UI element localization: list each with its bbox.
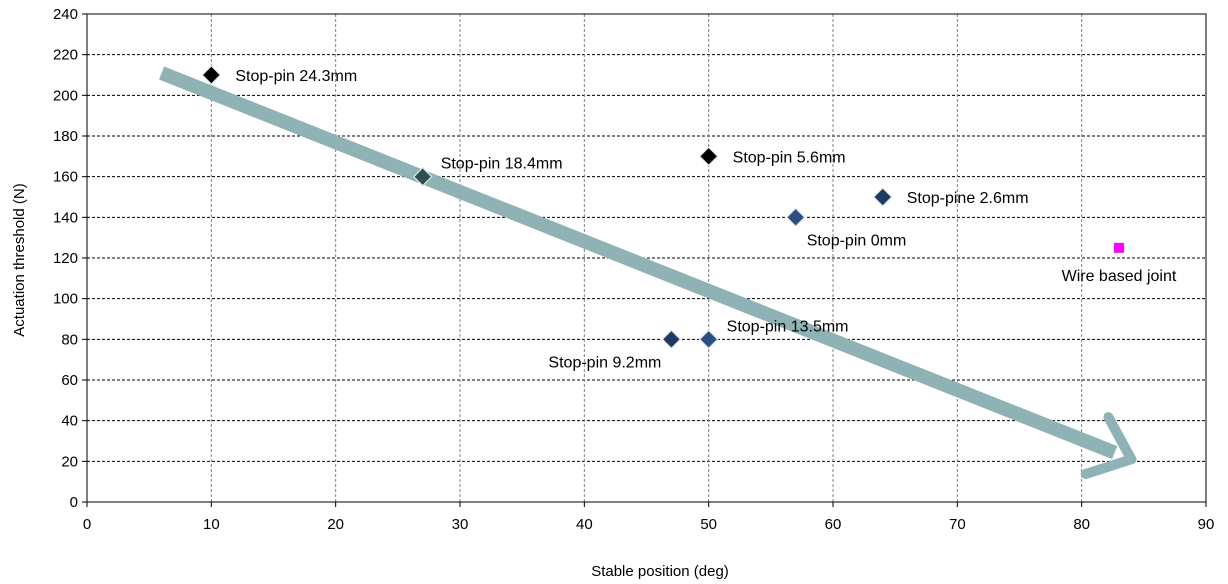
x-tick-label: 40 [576,516,593,533]
y-tick-label: 20 [61,453,78,470]
point-label: Stop-pin 24.3mm [235,68,357,85]
trend-arrow-head [1080,454,1137,480]
y-tick-label: 60 [61,372,78,389]
x-tick-label: 70 [949,516,966,533]
trend-arrow-head [1103,412,1137,465]
x-tick-label: 0 [83,516,91,533]
y-tick-label: 40 [61,413,78,430]
point-label: Stop-pin 0mm [807,232,907,249]
point-label: Stop-pin 9.2mm [548,354,661,371]
point-marker [1113,242,1124,253]
point-marker [201,65,222,85]
x-tick-label: 60 [825,516,842,533]
x-tick-label: 90 [1198,516,1215,533]
y-tick-label: 180 [53,128,78,145]
point-labels: Stop-pin 24.3mm Stop-pin 18.4mm Stop-pin 5… [235,68,1177,371]
point-label: Stop-pine 2.6mm [907,190,1029,207]
y-tick-label: 100 [53,291,78,308]
y-tick-label: 140 [53,209,78,226]
data-points [201,65,1124,350]
x-tick-label: 20 [327,516,344,533]
point-label: Stop-pin 5.6mm [733,149,846,166]
y-tick-label: 120 [53,250,78,267]
y-tick-label: 0 [70,494,78,511]
x-tick-label: 10 [203,516,220,533]
trend-arrow [159,66,1137,480]
point-label: Stop-pin 13.5mm [727,318,849,335]
tick-labels: 0 20 40 60 80 100 120 140 160 180 200 220 240 0 10 20 30… [53,6,1214,533]
y-axis-label: Actuation threshold (N) [11,183,28,336]
point-marker [698,329,719,350]
plot-frame [86,13,1207,503]
point-label: Wire based joint [1062,268,1177,285]
trend-arrow-shaft [159,66,1118,460]
point-marker [872,187,893,207]
point-marker [412,166,433,187]
y-tick-label: 80 [61,331,78,348]
axes [82,13,1207,507]
point-marker [785,207,806,228]
point-label: Stop-pin 18.4mm [441,156,563,173]
x-tick-label: 30 [452,516,469,533]
y-tick-label: 220 [53,47,78,64]
y-tick-label: 160 [53,169,78,186]
x-axis-label: Stable position (deg) [591,563,729,580]
point-marker [698,146,719,167]
point-marker [661,329,682,350]
y-tick-label: 240 [53,6,78,23]
y-tick-label: 200 [53,87,78,104]
x-tick-label: 80 [1073,516,1090,533]
x-tick-label: 50 [700,516,717,533]
